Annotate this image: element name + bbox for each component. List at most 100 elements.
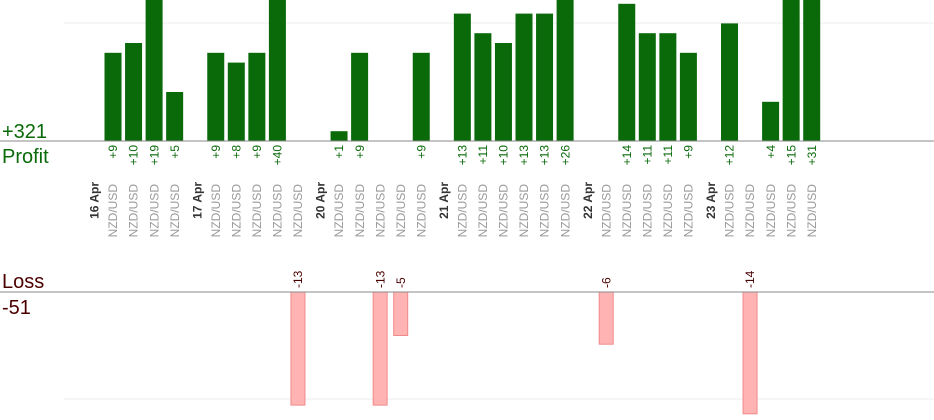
profit-value-label: +31 (805, 145, 819, 166)
profit-bar (227, 62, 245, 141)
loss-value-label: -5 (394, 277, 408, 288)
loss-value-label: -13 (373, 270, 387, 288)
profit-bar (721, 23, 738, 141)
profit-value-label: +9 (250, 145, 264, 159)
profit-bar (474, 33, 492, 142)
pair-label: NZD/USD (538, 184, 552, 238)
loss-bar (742, 291, 758, 415)
profit-bar (207, 52, 225, 141)
pair-label: NZD/USD (414, 184, 428, 238)
pair-label: NZD/USD (661, 184, 675, 238)
date-label: 17 Apr (190, 182, 204, 219)
loss-total: -51 (2, 297, 31, 319)
loss-bar (598, 291, 614, 345)
profit-value-label: +4 (764, 145, 778, 159)
profit-bar (638, 33, 656, 142)
pair-label: NZD/USD (784, 184, 798, 238)
profit-value-label: +19 (147, 145, 161, 166)
profit-bar (166, 92, 184, 141)
pair-label: NZD/USD (743, 184, 757, 238)
pair-label: NZD/USD (476, 184, 490, 238)
profit-value-label: +11 (661, 145, 675, 165)
pair-label: NZD/USD (620, 184, 634, 238)
loss-bar (393, 291, 409, 336)
profit-label: Profit (2, 146, 49, 168)
profit-bar (556, 0, 574, 141)
pair-label: NZD/USD (332, 184, 346, 238)
loss-value-label: -6 (599, 277, 613, 288)
profit-bar (618, 3, 636, 141)
pair-label: NZD/USD (641, 184, 655, 238)
profit-value-label: +15 (784, 145, 798, 166)
pair-label: NZD/USD (106, 184, 120, 238)
date-label: 23 Apr (704, 182, 718, 219)
pair-label: NZD/USD (230, 184, 244, 238)
profit-value-label: +13 (517, 145, 531, 166)
pair-label: NZD/USD (456, 184, 470, 238)
profit-bar (803, 0, 821, 141)
pair-label: NZD/USD (127, 184, 141, 238)
profit-bar (268, 0, 286, 141)
loss-value-label: -13 (291, 270, 305, 288)
profit-value-label: +9 (414, 145, 428, 159)
profit-bar (248, 52, 266, 141)
profit-value-label: +8 (230, 145, 244, 159)
date-label: 20 Apr (314, 182, 328, 219)
pair-label: NZD/USD (805, 184, 819, 238)
pair-label: NZD/USD (291, 184, 305, 238)
loss-value-label: -14 (743, 270, 757, 288)
profit-value-label: +9 (353, 145, 367, 159)
date-label: 21 Apr (437, 182, 451, 219)
profit-value-label: +10 (497, 145, 511, 166)
loss-bar (290, 291, 306, 406)
profit-value-label: +12 (723, 145, 737, 166)
profit-value-label: +1 (332, 145, 346, 159)
pair-label: NZD/USD (764, 184, 778, 238)
pair-label: NZD/USD (147, 184, 161, 238)
profit-value-label: +13 (456, 145, 470, 166)
profit-bar (104, 52, 122, 141)
pair-label: NZD/USD (497, 184, 511, 238)
date-label: 16 Apr (88, 182, 102, 219)
pair-label: NZD/USD (558, 184, 572, 238)
profit-value-label: +11 (641, 145, 655, 165)
profit-bar (515, 13, 533, 142)
profit-value-label: +14 (620, 145, 634, 166)
pair-label: NZD/USD (209, 184, 223, 238)
pair-label: NZD/USD (168, 184, 182, 238)
pair-label: NZD/USD (373, 184, 387, 238)
profit-bar (782, 0, 800, 141)
pair-label: NZD/USD (599, 184, 613, 238)
date-label: 22 Apr (581, 182, 595, 219)
profit-value-label: +10 (127, 145, 141, 166)
loss-bar (372, 291, 388, 406)
pair-label: NZD/USD (517, 184, 531, 238)
loss-label: Loss (2, 271, 44, 293)
profit-value-label: +26 (558, 145, 572, 166)
labels-layer: 16 Apr +9 NZD/USD +10 NZD/USD +19 NZD/USD +5 NZD… (88, 145, 819, 288)
profit-bar (536, 13, 554, 142)
profit-total: +321 (2, 121, 47, 143)
profit-bar (494, 43, 512, 141)
pair-label: NZD/USD (271, 184, 285, 238)
profit-bar (125, 43, 143, 141)
profit-bar (679, 52, 697, 141)
profit-bar (762, 101, 780, 141)
profit-value-label: +9 (106, 145, 120, 159)
pair-label: NZD/USD (250, 184, 264, 238)
profit-bar (330, 131, 348, 141)
profit-value-label: +11 (476, 145, 490, 165)
profit-bar (453, 13, 471, 142)
pair-label: NZD/USD (394, 184, 408, 238)
profit-value-label: +40 (271, 145, 285, 166)
pair-label: NZD/USD (723, 184, 737, 238)
pair-label: NZD/USD (353, 184, 367, 238)
profit-value-label: +5 (168, 145, 182, 159)
profit-value-label: +13 (538, 145, 552, 166)
pair-label: NZD/USD (682, 184, 696, 238)
profit-bar (659, 33, 677, 142)
profit-value-label: +9 (209, 145, 223, 159)
profit-value-label: +9 (682, 145, 696, 159)
profit-bar (351, 52, 369, 141)
